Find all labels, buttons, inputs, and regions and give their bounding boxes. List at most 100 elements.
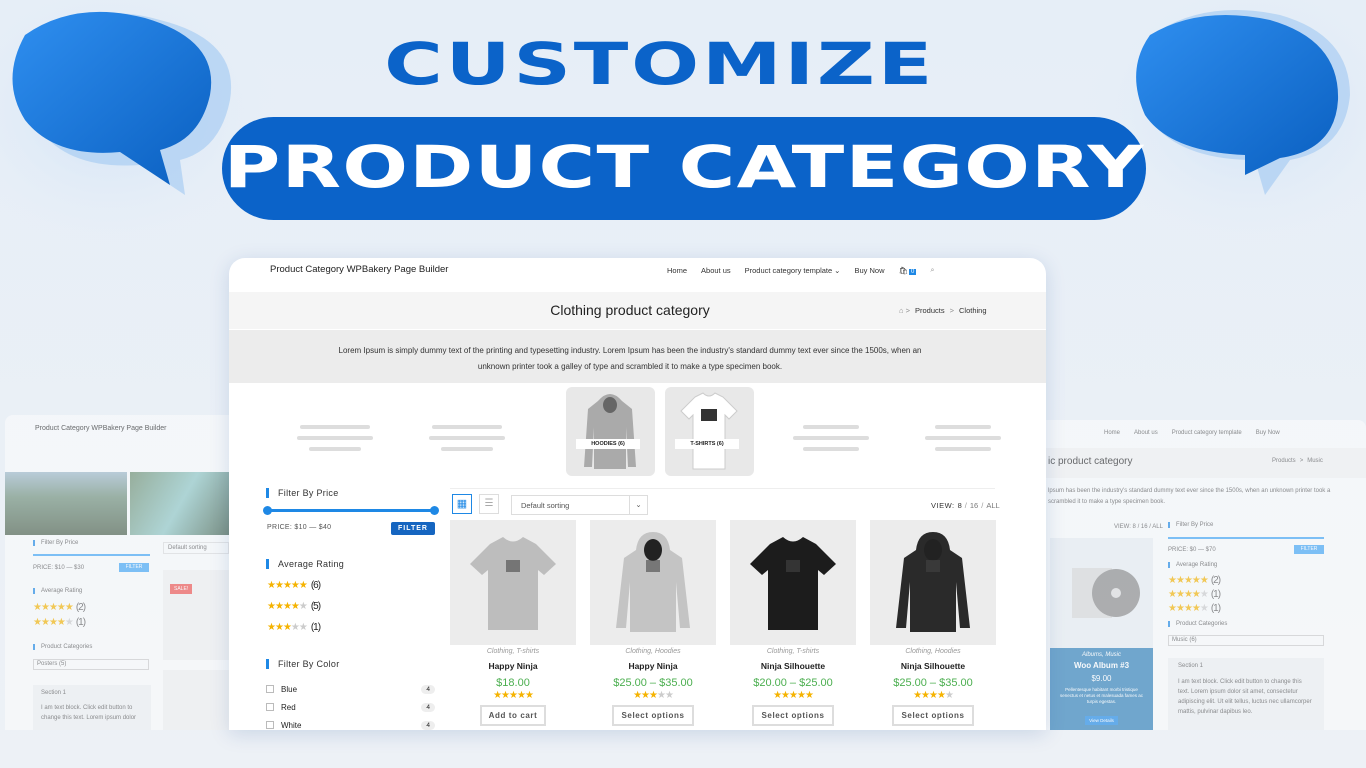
- view-option[interactable]: 16: [969, 501, 979, 510]
- category-select: Music (6): [1168, 635, 1324, 646]
- decoration: [266, 703, 274, 711]
- star: ★: [1191, 575, 1201, 586]
- description: lpsum has been the industry's standard d…: [1048, 488, 1331, 505]
- slider-handle[interactable]: [263, 506, 272, 515]
- page-title: ic product category: [1048, 456, 1133, 467]
- title-bar: [1044, 448, 1366, 478]
- price-range: PRICE: $10 — $30: [33, 565, 85, 571]
- decoration: [506, 560, 520, 572]
- widget-title: Product Categories: [1168, 621, 1227, 627]
- product-button[interactable]: Select options: [752, 705, 834, 726]
- view-button[interactable]: View Details: [1085, 716, 1118, 725]
- decoration: >: [1299, 458, 1304, 464]
- product-image[interactable]: [730, 520, 856, 645]
- nav-item[interactable]: Home: [1104, 430, 1121, 436]
- rating-row[interactable]: ★★★★★ (6): [267, 580, 321, 591]
- star: ★: [796, 690, 806, 701]
- rating-count: (1): [1210, 603, 1221, 614]
- list-view-button[interactable]: ☰: [479, 494, 499, 514]
- product-image[interactable]: [450, 520, 576, 645]
- sort-select[interactable]: Default sorting ⌄: [511, 495, 648, 515]
- product-name[interactable]: Happy Ninja: [628, 661, 678, 671]
- nav-item[interactable]: Product category template: [744, 265, 833, 275]
- star: ★: [781, 690, 790, 701]
- slider-handle[interactable]: [430, 506, 439, 515]
- headline: CUSTOMIZE: [384, 30, 936, 98]
- decoration: [222, 117, 1146, 220]
- nav-item[interactable]: Buy Now: [1255, 430, 1280, 436]
- star: ★: [1175, 603, 1185, 614]
- star: ★: [921, 690, 930, 701]
- category-tile[interactable]: T-SHIRTS (6): [665, 387, 754, 476]
- star: ★: [1183, 575, 1193, 586]
- nav-item[interactable]: Buy Now: [854, 265, 885, 275]
- product-button[interactable]: Select options: [892, 705, 974, 726]
- product-photo: [450, 520, 576, 645]
- grid-view-button[interactable]: ▦: [452, 494, 472, 514]
- crumb[interactable]: Products: [915, 306, 945, 315]
- section-text: I am text block. Click edit button to ch…: [41, 705, 137, 721]
- star: ★: [40, 602, 50, 613]
- product-name[interactable]: Ninja Silhouette: [900, 661, 966, 671]
- star: ★: [267, 601, 276, 612]
- star: ★: [493, 690, 502, 701]
- rating-row: ★★★★★ (1): [33, 617, 86, 628]
- product-price: $25.00 – $35.00: [893, 677, 973, 689]
- decoration: Select options: [590, 705, 716, 726]
- cart[interactable]: 🛍 0: [898, 265, 917, 275]
- nav-item[interactable]: Product category template: [1171, 430, 1242, 436]
- nav-item[interactable]: Home: [667, 265, 688, 275]
- color-item[interactable]: Red 4: [266, 698, 435, 716]
- product-button[interactable]: Select options: [612, 705, 694, 726]
- color-item[interactable]: Blue 4: [266, 680, 435, 698]
- product-rating: ★★★★★: [730, 689, 856, 701]
- star-rating: ★★★★★: [773, 690, 814, 701]
- color-name: Blue: [281, 684, 298, 694]
- nav: Home About us Product category template ⌄…: [667, 265, 935, 275]
- star: ★: [1175, 575, 1185, 586]
- star-rating: ★★★★★: [1168, 589, 1209, 600]
- rating-row[interactable]: ★★★★★ (5): [267, 601, 321, 612]
- star: ★: [1183, 603, 1193, 614]
- view-option[interactable]: ALL: [986, 501, 1000, 510]
- nav-item[interactable]: About us: [1134, 430, 1158, 436]
- filter-button[interactable]: FILTER: [391, 522, 435, 535]
- decoration: [12, 11, 212, 185]
- product-button[interactable]: Add to cart: [479, 705, 547, 726]
- decoration: [935, 447, 991, 451]
- nav-item[interactable]: About us: [701, 265, 731, 275]
- view-options: VIEW: 8 / 16 / ALL: [1114, 524, 1163, 530]
- tshirt-image: [680, 392, 738, 470]
- product-name[interactable]: Happy Ninja: [488, 661, 538, 671]
- decoration: [786, 560, 800, 572]
- sort-select: Default sorting: [163, 542, 229, 554]
- product-name[interactable]: Ninja Silhouette: [760, 661, 826, 671]
- product-card: Clothing, Hoodies Happy Ninja $25.00 – $35…: [590, 520, 716, 730]
- rating-row[interactable]: ★★★★★ (1): [267, 622, 321, 633]
- star: ★: [1168, 603, 1177, 614]
- section-title: Section 1: [41, 690, 67, 696]
- color-item[interactable]: White 4: [266, 716, 435, 730]
- section-text: I am text block. Click edit button to ch…: [1178, 679, 1312, 715]
- star: ★: [33, 602, 42, 613]
- category-label: HOODIES (6): [576, 439, 640, 449]
- slider: [33, 554, 150, 556]
- view-option[interactable]: 8: [957, 501, 962, 510]
- decoration: /: [964, 501, 967, 510]
- product-image[interactable]: [870, 520, 996, 645]
- description-line: unknown printer took a galley of type an…: [477, 362, 783, 371]
- search-icon[interactable]: ⌕: [930, 265, 935, 274]
- product-panel: Albums, Music Woo Album #3 $9.00 Pellent…: [1050, 648, 1153, 730]
- section-box: Section 1 I am text block. Click edit bu…: [33, 685, 151, 730]
- star-rating: ★★★★★: [267, 580, 308, 591]
- decoration: ⌄: [834, 265, 841, 275]
- product-price: $18.00: [496, 677, 530, 689]
- widget-title: Product Categories: [33, 644, 92, 650]
- star-rating: ★★★★★: [33, 617, 74, 628]
- star: ★: [664, 690, 674, 701]
- decoration: ⌂ >: [899, 306, 910, 315]
- product-image[interactable]: [590, 520, 716, 645]
- category-tile[interactable]: HOODIES (6): [566, 387, 655, 476]
- rating-row: ★★★★★ (2): [1168, 575, 1221, 586]
